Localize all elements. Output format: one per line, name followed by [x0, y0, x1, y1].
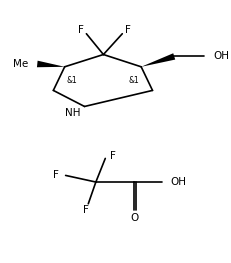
Text: &1: &1: [67, 76, 77, 85]
Text: F: F: [125, 25, 131, 35]
Text: O: O: [131, 213, 139, 223]
Text: F: F: [110, 151, 116, 161]
Text: F: F: [78, 25, 84, 35]
Text: F: F: [53, 170, 59, 180]
Text: Me: Me: [12, 59, 28, 69]
Text: NH: NH: [65, 108, 81, 118]
Text: F: F: [82, 205, 88, 215]
Text: OH: OH: [213, 51, 229, 61]
Polygon shape: [37, 61, 65, 67]
Polygon shape: [141, 53, 175, 67]
Text: OH: OH: [170, 177, 186, 187]
Text: &1: &1: [128, 76, 139, 85]
